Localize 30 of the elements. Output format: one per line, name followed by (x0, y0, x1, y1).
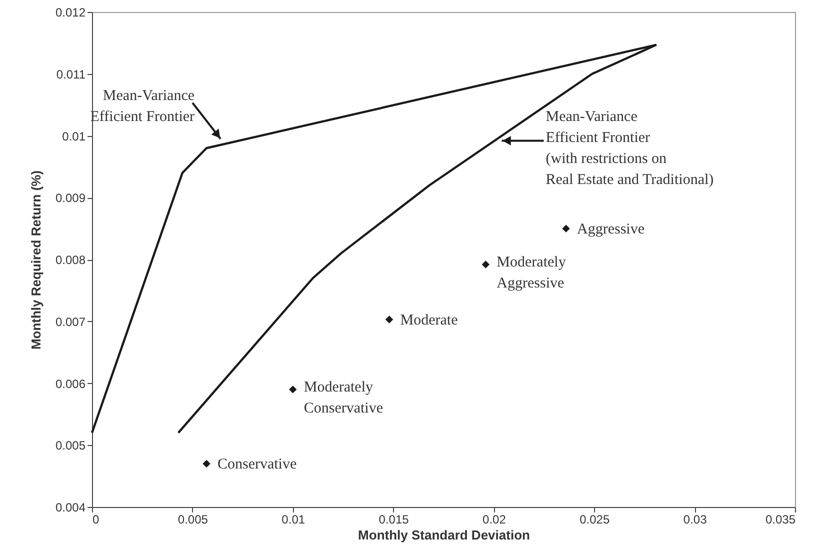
x-axis-title: Monthly Standard Deviation (358, 528, 530, 542)
x-tick-label: 0.005 (178, 512, 208, 526)
x-tick-label: 0.035 (765, 512, 796, 526)
point (482, 260, 490, 268)
y-tick-label: 0.01 (62, 129, 86, 144)
x-tick-label: 0.02 (482, 512, 506, 526)
annotation: Moderate (400, 312, 458, 329)
annotation: Moderately Aggressive (496, 254, 566, 292)
annotation: Mean-Variance Efficient Frontier (with restrictions on Real Estate and Traditional) (546, 109, 714, 188)
annotation: Moderately Conservative (304, 379, 384, 416)
x-tick-label: 0.025 (580, 512, 610, 526)
y-tick-label: 0.005 (55, 438, 86, 453)
y-tick-label: 0.011 (56, 67, 86, 82)
point (385, 316, 394, 324)
x-tick-label: 0 (92, 512, 100, 526)
y-tick-label: 0.007 (55, 314, 86, 329)
y-tick-label: 0.009 (55, 191, 86, 206)
y-axis-title: Monthly Required Return (%) (28, 170, 44, 350)
x-tick-label: 0.01 (282, 512, 306, 526)
point (202, 460, 210, 468)
annotation: Conservative (217, 456, 297, 473)
point (288, 386, 297, 394)
y-tick-label: 0.012 (55, 6, 86, 20)
x-tick-label: 0.015 (378, 512, 410, 526)
y-tick-label: 0.006 (55, 376, 86, 391)
y-tick-label: 0.004 (55, 500, 86, 514)
point (562, 224, 570, 232)
x-tick-label: 0.03 (683, 512, 708, 526)
annotation: Aggressive (577, 222, 645, 238)
y-tick-label: 0.008 (55, 253, 86, 267)
